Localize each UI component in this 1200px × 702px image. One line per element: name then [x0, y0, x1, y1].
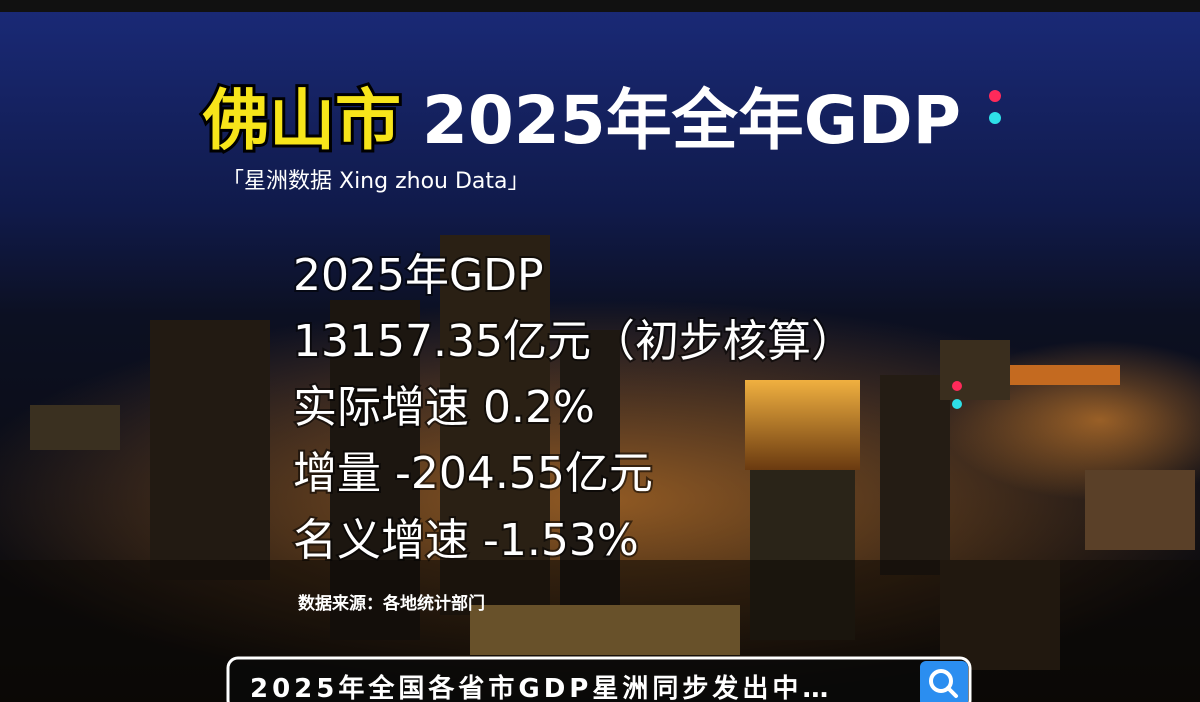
dot-cyan-small — [952, 399, 962, 409]
search-text[interactable]: 2025年全国各省市GDP星洲同步发出中… — [250, 673, 832, 702]
dot-red-small — [952, 381, 962, 391]
dot-cyan — [989, 112, 1001, 124]
increment: 增量 -204.55亿元 — [293, 448, 653, 499]
gdp-value: 13157.35亿元（初步核算） — [293, 316, 855, 367]
search-button[interactable] — [920, 661, 968, 702]
search-bar[interactable]: 2025年全国各省市GDP星洲同步发出中… — [226, 656, 972, 702]
search-box[interactable] — [226, 656, 972, 702]
real-growth: 实际增速 0.2% — [293, 382, 595, 433]
dot-red — [989, 90, 1001, 102]
nominal-growth: 名义增速 -1.53% — [293, 515, 639, 566]
search-icon-handle — [946, 686, 958, 698]
top-bar — [0, 0, 1200, 12]
gdp-label: 2025年GDP — [293, 250, 544, 301]
source: 数据来源：各地统计部门 — [298, 593, 485, 614]
title-highlight: 佛山市 — [202, 82, 401, 159]
city-skyline — [0, 235, 1200, 702]
title: 2025年全年GDP — [422, 82, 961, 159]
search-icon — [929, 669, 953, 693]
subtitle: 「星洲数据 Xing zhou Data」 — [222, 169, 530, 194]
